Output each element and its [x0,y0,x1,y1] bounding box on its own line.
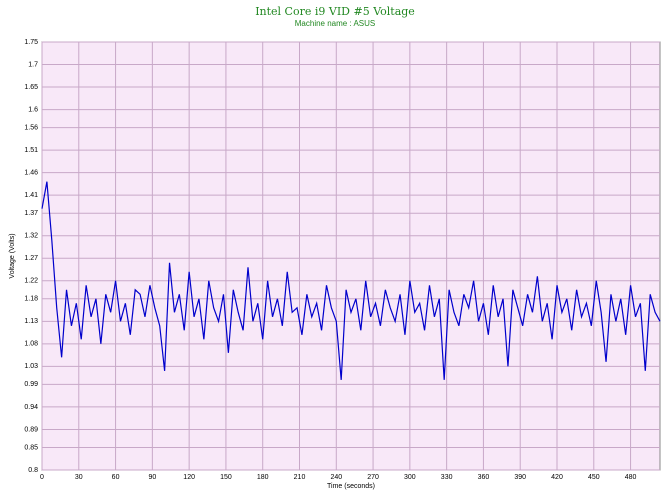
x-tick-label: 480 [625,474,637,481]
y-tick-label: 1.18 [24,296,38,303]
y-tick-label: 1.65 [24,84,38,91]
x-tick-label: 180 [257,474,269,481]
y-tick-label: 0.94 [24,404,38,411]
y-tick-label: 1.75 [24,39,38,46]
x-tick-label: 210 [294,474,306,481]
y-tick-label: 0.89 [24,426,38,433]
y-tick-label: 1.41 [24,192,38,199]
x-tick-label: 90 [148,474,156,481]
x-tick-label: 270 [367,474,379,481]
x-tick-label: 0 [40,474,44,481]
y-tick-label: 0.8 [28,467,38,474]
x-tick-label: 120 [183,474,195,481]
x-tick-label: 420 [551,474,563,481]
plot-area [41,41,661,471]
x-tick-label: 450 [588,474,600,481]
y-tick-label: 0.99 [24,381,38,388]
x-tick-label: 60 [112,474,120,481]
chart-subtitle: Machine name : ASUS [295,19,375,28]
chart-title: Intel Core i9 VID #5 Voltage [255,5,415,18]
y-tick-label: 1.22 [24,278,38,285]
x-tick-label: 330 [441,474,453,481]
x-tick-label: 300 [404,474,416,481]
y-tick-label: 1.13 [24,318,38,325]
x-tick-label: 360 [478,474,490,481]
x-tick-label: 240 [330,474,342,481]
y-tick-label: 1.08 [24,341,38,348]
y-tick-label: 1.32 [24,233,38,240]
y-tick-label: 1.51 [24,147,38,154]
y-tick-label: 0.85 [24,444,38,451]
y-tick-label: 1.56 [24,124,38,131]
y-tick-label: 1.46 [24,169,38,176]
y-tick-label: 1.03 [24,363,38,370]
y-tick-label: 1.27 [24,255,38,262]
y-tick-label: 1.37 [24,210,38,217]
y-tick-label: 1.6 [28,106,38,113]
x-tick-label: 30 [75,474,83,481]
y-axis-label: Voltage (Volts) [9,233,16,278]
x-axis-label: Time (seconds) [327,483,375,490]
x-tick-label: 150 [220,474,232,481]
series-line [41,181,661,380]
y-tick-label: 1.7 [28,61,38,68]
x-tick-label: 390 [514,474,526,481]
